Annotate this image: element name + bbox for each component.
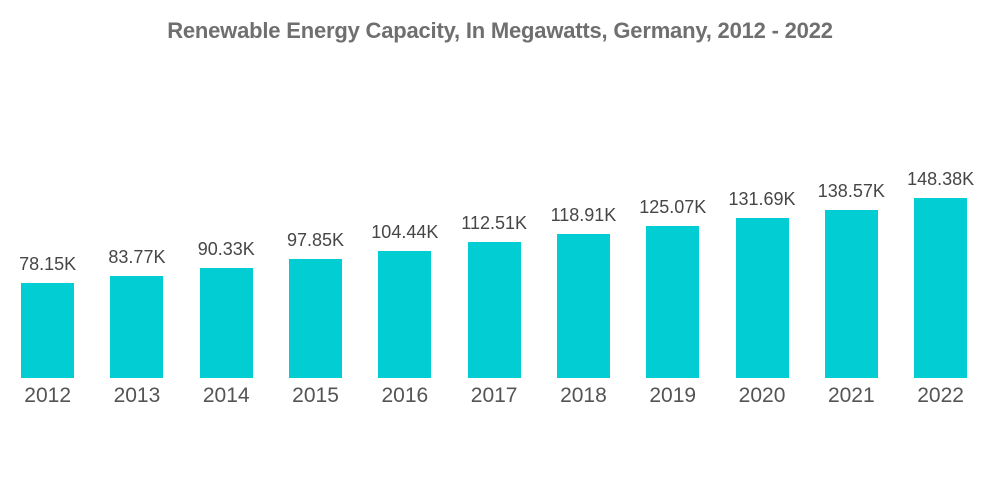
x-axis-tick-label: 2012 xyxy=(24,384,71,407)
bar-column: 112.51K xyxy=(449,212,538,378)
bar-column: 83.77K xyxy=(92,247,181,378)
x-axis-tick-label: 2017 xyxy=(470,384,518,407)
bar-column: 148.38K xyxy=(896,169,985,378)
x-axis-tick-label: 2014 xyxy=(202,384,250,407)
x-axis-tick-label: 2016 xyxy=(381,384,429,407)
x-axis-tick-label: 2013 xyxy=(113,384,161,407)
x-axis-tick-label: 2021 xyxy=(827,384,875,407)
bar xyxy=(289,259,343,378)
x-axis-tick-label: 2015 xyxy=(292,384,339,407)
x-axis-row: 2012 2013 2014 2015 2016 2017 2018 2019 2020 2021… xyxy=(0,384,1000,408)
bar xyxy=(646,226,700,378)
bar-value-label: 125.07K xyxy=(639,197,707,218)
bar-column: 125.07K xyxy=(628,197,717,378)
bar-value-label: 131.69K xyxy=(728,189,796,210)
bar xyxy=(735,218,789,378)
bar-column: 131.69K xyxy=(717,189,806,378)
bar-value-label: 118.91K xyxy=(550,204,617,225)
x-axis-tick-label: 2019 xyxy=(649,384,697,407)
bar-value-label: 83.77K xyxy=(108,247,166,268)
bar-value-label: 78.15K xyxy=(19,254,77,275)
bar-value-label: 148.38K xyxy=(907,169,975,189)
bar-column: 104.44K xyxy=(360,222,449,378)
bar xyxy=(199,268,253,378)
chart-title: Renewable Energy Capacity, In Megawatts,… xyxy=(167,18,833,43)
bar xyxy=(467,241,521,378)
bar-column: 78.15K xyxy=(3,254,92,378)
bar-column: 138.57K xyxy=(807,181,896,378)
bar-value-label: 112.51K xyxy=(461,212,527,233)
bar-value-label: 138.57K xyxy=(817,180,885,201)
x-axis-tick-label: 2020 xyxy=(738,384,786,407)
bar xyxy=(556,233,610,378)
bar-column: 97.85K xyxy=(271,230,360,378)
bar xyxy=(914,198,968,378)
x-axis-tick-label: 2022 xyxy=(917,384,964,407)
bar-column: 90.33K xyxy=(182,239,271,378)
bar-value-label: 104.44K xyxy=(371,222,439,243)
bar-value-label: 90.33K xyxy=(197,239,255,260)
bar-value-label: 97.85K xyxy=(287,230,345,251)
bar xyxy=(21,283,75,378)
bar xyxy=(378,251,432,378)
bar xyxy=(824,209,878,378)
x-axis-tick-label: 2018 xyxy=(560,384,607,407)
bar-column: 118.91K xyxy=(539,205,628,378)
bars-row: 78.15K 83.77K 90.33K 97.85K 104.44K 112.51K 11… xyxy=(0,44,1000,378)
bar xyxy=(110,276,164,378)
